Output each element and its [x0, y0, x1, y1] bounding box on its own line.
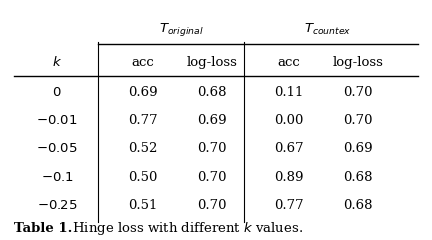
Text: 0.70: 0.70 [343, 114, 372, 127]
Text: 0.68: 0.68 [197, 86, 226, 99]
Text: log-loss: log-loss [186, 56, 237, 69]
Text: 0.00: 0.00 [274, 114, 304, 127]
Text: 0.68: 0.68 [343, 171, 372, 184]
Text: 0.77: 0.77 [128, 114, 158, 127]
Text: acc: acc [132, 56, 154, 69]
Text: $-0.1$: $-0.1$ [41, 171, 74, 184]
Text: $T_{original}$: $T_{original}$ [159, 21, 204, 38]
Text: 0.11: 0.11 [274, 86, 304, 99]
Text: log-loss: log-loss [332, 56, 383, 69]
Text: $k$: $k$ [52, 55, 62, 69]
Text: 0.70: 0.70 [197, 171, 226, 184]
Text: 0.70: 0.70 [197, 199, 226, 212]
Text: 0.89: 0.89 [274, 171, 304, 184]
Text: 0.67: 0.67 [274, 143, 304, 156]
Text: 0.50: 0.50 [128, 171, 158, 184]
Text: Hinge loss with different $k$ values.: Hinge loss with different $k$ values. [68, 220, 303, 237]
Text: Table 1.: Table 1. [14, 222, 73, 235]
Text: acc: acc [278, 56, 300, 69]
Text: 0.68: 0.68 [343, 199, 372, 212]
Text: $- 0.01$: $- 0.01$ [36, 114, 78, 127]
Text: 0.69: 0.69 [128, 86, 158, 99]
Text: $-0.05$: $-0.05$ [36, 143, 78, 156]
Text: 0.69: 0.69 [197, 114, 226, 127]
Text: $0$: $0$ [52, 86, 62, 99]
Text: 0.52: 0.52 [128, 143, 158, 156]
Text: $-0.25$: $-0.25$ [37, 199, 78, 212]
Text: 0.70: 0.70 [197, 143, 226, 156]
Text: 0.69: 0.69 [343, 143, 372, 156]
Text: 0.70: 0.70 [343, 86, 372, 99]
Text: 0.77: 0.77 [274, 199, 304, 212]
Text: 0.51: 0.51 [128, 199, 158, 212]
Text: $T_{countex}$: $T_{countex}$ [304, 22, 351, 37]
